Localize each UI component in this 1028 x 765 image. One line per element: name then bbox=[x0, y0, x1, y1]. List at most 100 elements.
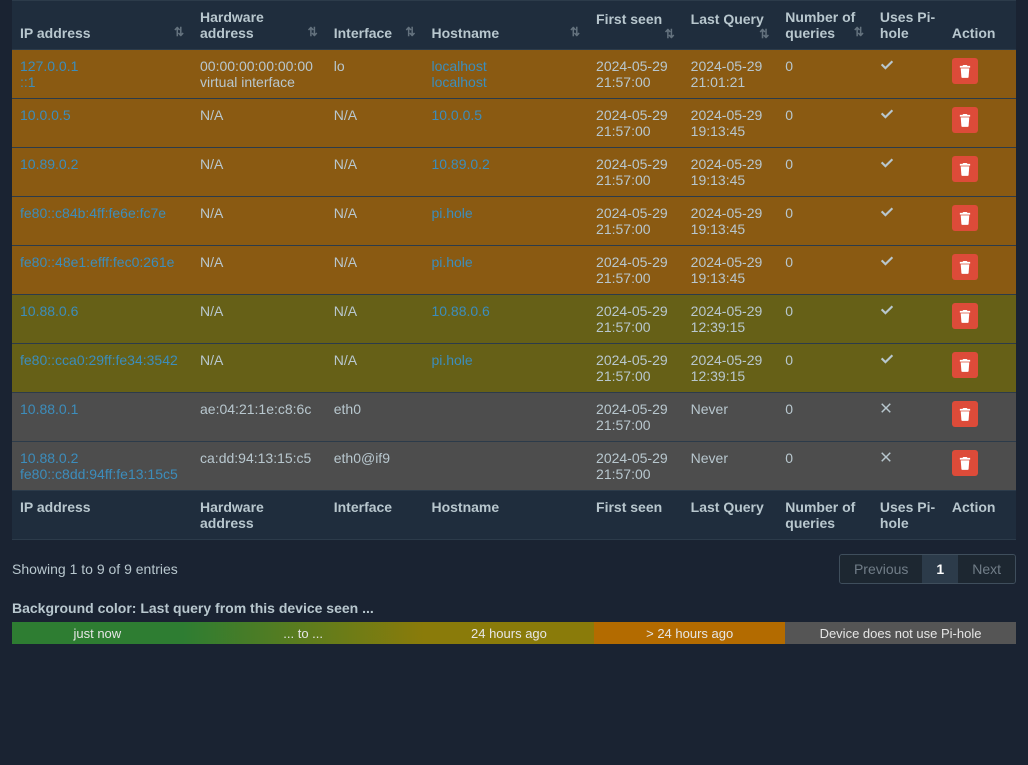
cell-hostname bbox=[423, 442, 588, 491]
cell-ip: fe80::cca0:29ff:fe34:3542 bbox=[12, 344, 192, 393]
cell-action bbox=[944, 246, 1016, 295]
table-row: 10.0.0.5N/AN/A10.0.0.52024-05-29 21:57:0… bbox=[12, 99, 1016, 148]
cell-first-seen: 2024-05-29 21:57:00 bbox=[588, 295, 683, 344]
th-hostname[interactable]: Hostname ⇅ bbox=[423, 1, 588, 50]
hostname-link[interactable]: 10.88.0.6 bbox=[431, 303, 580, 319]
hostname-link[interactable]: localhost bbox=[431, 58, 580, 74]
table-row: fe80::cca0:29ff:fe34:3542N/AN/Api.hole20… bbox=[12, 344, 1016, 393]
hostname-link[interactable]: 10.0.0.5 bbox=[431, 107, 580, 123]
hw-address: N/A bbox=[200, 352, 318, 368]
cell-last-query: 2024-05-29 19:13:45 bbox=[683, 246, 778, 295]
ip-link[interactable]: 10.89.0.2 bbox=[20, 156, 184, 172]
cell-uses-pihole bbox=[872, 197, 944, 246]
th-first-seen-label: First seen bbox=[596, 11, 662, 27]
trash-icon bbox=[959, 260, 971, 274]
cell-first-seen: 2024-05-29 21:57:00 bbox=[588, 344, 683, 393]
cell-hw: N/A bbox=[192, 295, 326, 344]
tf-num: Number of queries bbox=[777, 491, 872, 540]
pagination-page-1[interactable]: 1 bbox=[922, 555, 958, 583]
ip-link[interactable]: ::1 bbox=[20, 74, 184, 90]
th-num-queries[interactable]: Number of queries ⇅ bbox=[777, 1, 872, 50]
hw-address: 00:00:00:00:00:00 bbox=[200, 58, 318, 74]
delete-button[interactable] bbox=[952, 401, 978, 427]
tf-interface: Interface bbox=[326, 491, 424, 540]
hostname-link[interactable]: 10.89.0.2 bbox=[431, 156, 580, 172]
th-action-label: Action bbox=[952, 25, 996, 41]
cell-ip: 10.88.0.6 bbox=[12, 295, 192, 344]
cell-ip: 127.0.0.1::1 bbox=[12, 50, 192, 99]
tf-hw: Hardware address bbox=[192, 491, 326, 540]
cell-num-queries: 0 bbox=[777, 344, 872, 393]
delete-button[interactable] bbox=[952, 58, 978, 84]
cell-action bbox=[944, 197, 1016, 246]
ip-link[interactable]: 10.88.0.1 bbox=[20, 401, 184, 417]
sort-icon: ⇅ bbox=[570, 25, 580, 39]
entries-info: Showing 1 to 9 of 9 entries bbox=[12, 561, 178, 577]
delete-button[interactable] bbox=[952, 352, 978, 378]
ip-link[interactable]: 10.0.0.5 bbox=[20, 107, 184, 123]
th-last-query[interactable]: Last Query ⇅ bbox=[683, 1, 778, 50]
cell-interface: N/A bbox=[326, 197, 424, 246]
cell-action bbox=[944, 442, 1016, 491]
th-action: Action bbox=[944, 1, 1016, 50]
sort-icon: ⇅ bbox=[854, 25, 864, 39]
th-ip[interactable]: IP address ⇅ bbox=[12, 1, 192, 50]
ip-link[interactable]: 127.0.0.1 bbox=[20, 58, 184, 74]
hostname-link[interactable]: pi.hole bbox=[431, 352, 580, 368]
hw-address: ae:04:21:1e:c8:6c bbox=[200, 401, 318, 417]
hw-address: N/A bbox=[200, 107, 318, 123]
cell-last-query: 2024-05-29 19:13:45 bbox=[683, 197, 778, 246]
table-row: 10.88.0.2fe80::c8dd:94ff:fe13:15c5ca:dd:… bbox=[12, 442, 1016, 491]
cell-interface: N/A bbox=[326, 246, 424, 295]
cell-hw: 00:00:00:00:00:00virtual interface bbox=[192, 50, 326, 99]
ip-link[interactable]: fe80::c8dd:94ff:fe13:15c5 bbox=[20, 466, 184, 482]
hostname-link[interactable]: localhost bbox=[431, 74, 580, 90]
cell-last-query: 2024-05-29 12:39:15 bbox=[683, 295, 778, 344]
cell-first-seen: 2024-05-29 21:57:00 bbox=[588, 50, 683, 99]
cell-ip: 10.88.0.1 bbox=[12, 393, 192, 442]
trash-icon bbox=[959, 64, 971, 78]
cell-action bbox=[944, 393, 1016, 442]
cell-interface: N/A bbox=[326, 99, 424, 148]
cell-hw: N/A bbox=[192, 99, 326, 148]
cell-num-queries: 0 bbox=[777, 50, 872, 99]
hw-address: N/A bbox=[200, 254, 318, 270]
th-interface[interactable]: Interface ⇅ bbox=[326, 1, 424, 50]
delete-button[interactable] bbox=[952, 205, 978, 231]
hw-address: N/A bbox=[200, 205, 318, 221]
th-hw[interactable]: Hardware address ⇅ bbox=[192, 1, 326, 50]
tf-hostname: Hostname bbox=[423, 491, 588, 540]
cell-hw: N/A bbox=[192, 197, 326, 246]
ip-link[interactable]: 10.88.0.6 bbox=[20, 303, 184, 319]
cell-hostname: localhostlocalhost bbox=[423, 50, 588, 99]
tf-last-label: Last Query bbox=[691, 499, 764, 515]
cell-hostname: pi.hole bbox=[423, 197, 588, 246]
cell-interface: lo bbox=[326, 50, 424, 99]
cell-first-seen: 2024-05-29 21:57:00 bbox=[588, 148, 683, 197]
cell-first-seen: 2024-05-29 21:57:00 bbox=[588, 442, 683, 491]
cell-ip: fe80::48e1:efff:fec0:261e bbox=[12, 246, 192, 295]
hostname-link[interactable]: pi.hole bbox=[431, 205, 580, 221]
cell-uses-pihole bbox=[872, 393, 944, 442]
delete-button[interactable] bbox=[952, 303, 978, 329]
ip-link[interactable]: 10.88.0.2 bbox=[20, 450, 184, 466]
ip-link[interactable]: fe80::cca0:29ff:fe34:3542 bbox=[20, 352, 184, 368]
tf-num-label: Number of queries bbox=[785, 499, 855, 531]
cell-action bbox=[944, 344, 1016, 393]
table-row: fe80::c84b:4ff:fe6e:fc7e N/A N/A pi.hole 202… bbox=[12, 197, 1016, 246]
delete-button[interactable] bbox=[952, 254, 978, 280]
hostname-link[interactable]: pi.hole bbox=[431, 254, 580, 270]
th-first-seen[interactable]: First seen ⇅ bbox=[588, 1, 683, 50]
pagination-next[interactable]: Next bbox=[958, 555, 1015, 583]
pagination-prev[interactable]: Previous bbox=[840, 555, 922, 583]
legend-no-pihole: Device does not use Pi-hole bbox=[785, 622, 1016, 644]
cell-num-queries: 0 bbox=[777, 393, 872, 442]
ip-link[interactable]: fe80::c84b:4ff:fe6e:fc7e bbox=[20, 205, 184, 221]
ip-link[interactable]: fe80::48e1:efff:fec0:261e bbox=[20, 254, 184, 270]
delete-button[interactable] bbox=[952, 450, 978, 476]
cell-num-queries: 0 bbox=[777, 246, 872, 295]
table-row: 127.0.0.1::100:00:00:00:00:00virtual int… bbox=[12, 50, 1016, 99]
delete-button[interactable] bbox=[952, 107, 978, 133]
delete-button[interactable] bbox=[952, 156, 978, 182]
cell-interface: N/A bbox=[326, 295, 424, 344]
